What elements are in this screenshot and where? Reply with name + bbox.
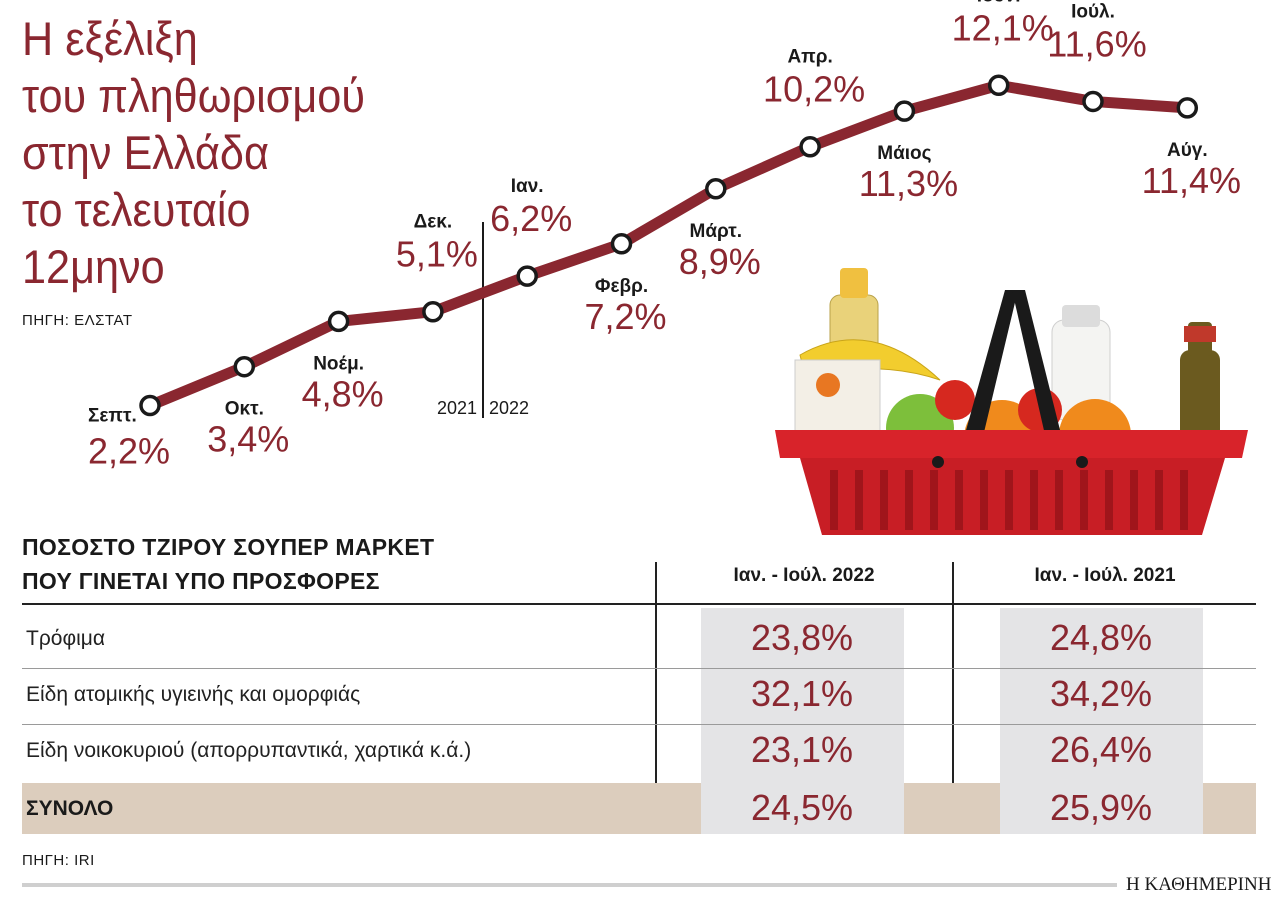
- value-label: 10,2%: [763, 69, 865, 110]
- value-label: 3,4%: [207, 419, 289, 460]
- data-point-marker: [893, 100, 916, 122]
- data-point-marker: [233, 355, 256, 378]
- month-label: Νοέμ.: [313, 353, 364, 374]
- month-label: Φεβρ.: [595, 276, 648, 297]
- value-label: 11,6%: [1047, 23, 1146, 64]
- month-label: Ιούν.: [977, 0, 1021, 6]
- month-label: Μάρτ.: [690, 221, 743, 242]
- value-column-shade: [1000, 783, 1203, 834]
- column-header-2022: Ιαν. - Ιούλ. 2022: [733, 565, 875, 586]
- month-label: Ιούλ.: [1071, 1, 1115, 22]
- footer-rule: [22, 883, 1117, 887]
- data-point-marker: [1082, 90, 1104, 113]
- value-label: 4,8%: [302, 373, 384, 414]
- value-column-shade: [1000, 608, 1203, 783]
- month-label: Ιαν.: [511, 176, 544, 197]
- title-line: του πληθωρισμού: [22, 69, 365, 122]
- column-divider: [952, 562, 954, 834]
- row-label: Τρόφιμα: [26, 627, 105, 650]
- title-line: το τελευταίο: [22, 183, 251, 236]
- value-label: 6,2%: [490, 198, 572, 239]
- inflation-line-chart: 2021 2022 Σεπτ. 2,2% Οκτ.3,4% Νοέμ.4,8% Δεκ.…: [88, 0, 1241, 472]
- infographic-title: Η εξέλιξη του πληθωρισμού στην Ελλάδα το…: [22, 10, 482, 295]
- row-value-2021: 34,2%: [1049, 673, 1153, 714]
- data-point-marker: [705, 178, 727, 200]
- value-label: 11,3%: [859, 163, 958, 204]
- value-label: 2,2%: [88, 431, 170, 472]
- table-source: ΠΗΓΗ: IRI: [22, 852, 95, 869]
- row-label: Είδη ατομικής υγιεινής και ομορφιάς: [26, 683, 361, 706]
- year-label-2021: 2021: [437, 398, 477, 418]
- header-rule: [22, 603, 1256, 605]
- value-label: 8,9%: [679, 241, 761, 282]
- month-label: Απρ.: [787, 47, 832, 68]
- value-column-shade: [701, 783, 904, 834]
- data-point-marker: [610, 233, 633, 255]
- row-rule: [22, 724, 1256, 725]
- data-point-marker: [139, 394, 161, 417]
- row-label: Είδη νοικοκυριού (απορρυπαντικά, χαρτικά…: [26, 739, 472, 762]
- year-label-2022: 2022: [489, 398, 529, 418]
- row-value-2021: 24,8%: [1049, 617, 1153, 658]
- title-line: στην Ελλάδα: [22, 126, 269, 179]
- publisher-logo: Η ΚΑΘΗΜΕΡΙΝΗ: [1126, 874, 1272, 895]
- title-line: Η εξέλιξη: [22, 12, 198, 65]
- row-value-2022: 23,8%: [750, 617, 854, 658]
- total-row-label: ΣΥΝΟΛΟ: [26, 797, 114, 820]
- row-rule: [22, 668, 1256, 669]
- month-label: Μάιος: [877, 143, 931, 164]
- row-value-2022: 23,1%: [750, 729, 854, 770]
- table-heading-line: ΠΟΥ ΓΙΝΕΤΑΙ ΥΠΟ ΠΡΟΣΦΟΡΕΣ: [22, 568, 380, 594]
- month-label: Δεκ.: [414, 212, 453, 233]
- inflation-series-line: [144, 79, 1193, 412]
- title-line: 12μηνο: [22, 240, 165, 293]
- value-label: 7,2%: [584, 296, 666, 337]
- data-point-marker: [422, 300, 444, 323]
- value-label: 5,1%: [396, 234, 478, 275]
- data-point-marker: [516, 265, 538, 287]
- data-point-marker: [799, 135, 821, 158]
- column-divider: [655, 562, 657, 834]
- row-value-2022: 32,1%: [750, 673, 854, 714]
- value-label: 11,4%: [1142, 160, 1241, 201]
- data-point-marker: [1176, 97, 1199, 119]
- chart-source: ΠΗΓΗ: ΕΛΣΤΑΤ: [22, 312, 133, 329]
- row-value-2021: 26,4%: [1049, 729, 1153, 770]
- value-label: 12,1%: [952, 7, 1054, 48]
- month-label: Οκτ.: [225, 399, 264, 420]
- data-point-marker: [987, 74, 1010, 97]
- total-value-2022: 24,5%: [750, 787, 854, 828]
- month-label: Σεπτ.: [88, 406, 137, 427]
- value-column-shade: [701, 608, 904, 783]
- total-value-2021: 25,9%: [1049, 787, 1153, 828]
- data-point-marker: [327, 310, 350, 333]
- column-header-2021: Ιαν. - Ιούλ. 2021: [1034, 565, 1176, 586]
- month-label: Αύγ.: [1167, 140, 1208, 161]
- grocery-basket-image: [775, 268, 1248, 535]
- table-heading-line: ΠΟΣΟΣΤΟ ΤΖΙΡΟΥ ΣΟΥΠΕΡ ΜΑΡΚΕΤ: [22, 534, 435, 560]
